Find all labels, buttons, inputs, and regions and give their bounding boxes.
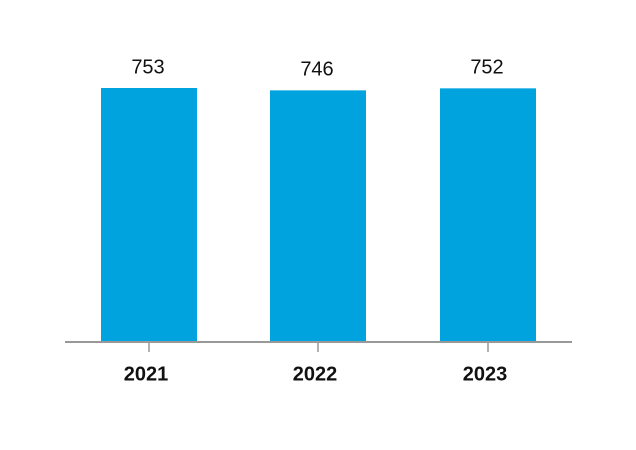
x-tick-label: 2022 bbox=[293, 363, 338, 385]
value-label: 753 bbox=[131, 56, 164, 78]
value-label: 752 bbox=[470, 57, 503, 79]
bar bbox=[101, 88, 197, 342]
x-tick-label: 2021 bbox=[124, 363, 169, 385]
x-tick-label: 2023 bbox=[463, 363, 508, 385]
value-label: 746 bbox=[300, 59, 333, 81]
bar bbox=[270, 90, 366, 342]
bar bbox=[440, 88, 536, 343]
